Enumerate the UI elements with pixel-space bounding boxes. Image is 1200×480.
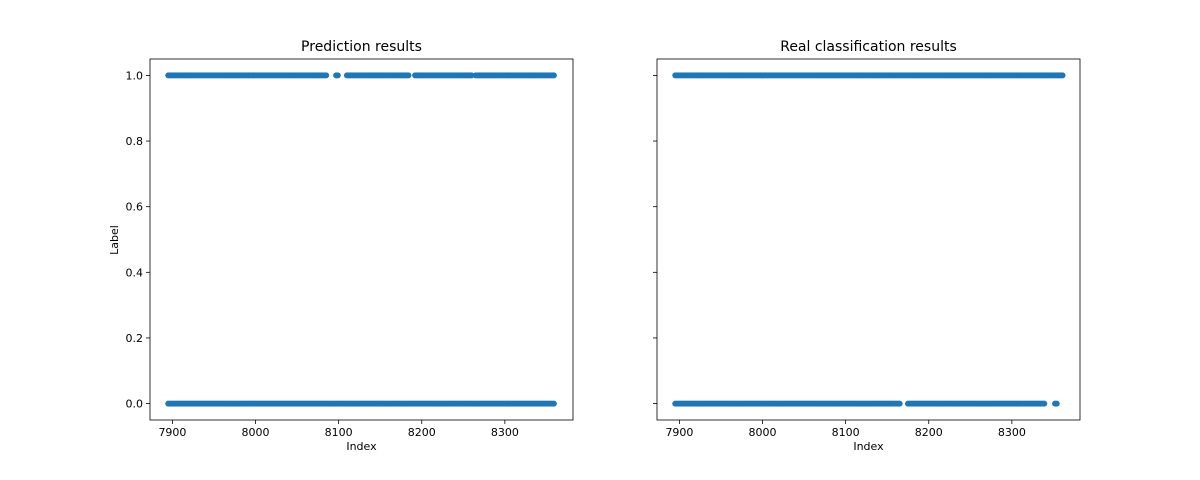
data-point — [323, 72, 330, 79]
y-tick-label: 0.2 — [126, 332, 144, 345]
x-tick-label: 8000 — [749, 426, 777, 439]
y-axis-label-left: Label — [108, 225, 121, 255]
y-ticks-right — [653, 75, 657, 404]
chart-title-left: Prediction results — [301, 39, 422, 55]
x-tick-label: 8000 — [242, 426, 270, 439]
x-ticks-right: 7900 8000 8100 8200 8300 — [665, 420, 1026, 439]
x-tick-label: 8100 — [325, 426, 353, 439]
y-tick-label: 1.0 — [126, 69, 144, 82]
data-point — [1059, 72, 1066, 79]
data-point — [334, 72, 341, 79]
data-point — [468, 72, 475, 79]
x-tick-label: 7900 — [665, 426, 693, 439]
data-point — [1041, 400, 1048, 407]
points-left — [165, 72, 557, 407]
x-axis-label-left: Index — [346, 440, 377, 453]
points-right — [672, 72, 1066, 407]
y-tick-label: 0.8 — [126, 135, 144, 148]
x-axis-label-right: Index — [853, 440, 884, 453]
y-tick-label: 0.4 — [126, 266, 144, 279]
x-ticks-left: 7900 8000 8100 8200 8300 — [158, 420, 519, 439]
y-tick-label: 0.0 — [126, 398, 144, 411]
data-point — [550, 400, 557, 407]
x-tick-label: 8100 — [832, 426, 860, 439]
x-tick-label: 8200 — [408, 426, 436, 439]
y-ticks-left: 0.0 0.2 0.4 0.6 0.8 1.0 — [126, 69, 150, 411]
y-tick-label: 0.6 — [126, 201, 144, 214]
data-point — [1053, 400, 1060, 407]
x-tick-label: 8200 — [915, 426, 943, 439]
data-point — [896, 400, 903, 407]
data-point — [405, 72, 412, 79]
data-point — [550, 72, 557, 79]
chart-left: Prediction results Index Label 7900 8000 8… — [108, 39, 574, 453]
x-tick-label: 8300 — [998, 426, 1026, 439]
chart-title-right: Real classification results — [780, 39, 957, 55]
chart-right: Real classification results Index 7900 80… — [653, 39, 1081, 453]
plot-frame-right — [656, 58, 1081, 421]
x-tick-label: 8300 — [491, 426, 519, 439]
plot-frame-left — [149, 58, 574, 421]
x-tick-label: 7900 — [158, 426, 186, 439]
